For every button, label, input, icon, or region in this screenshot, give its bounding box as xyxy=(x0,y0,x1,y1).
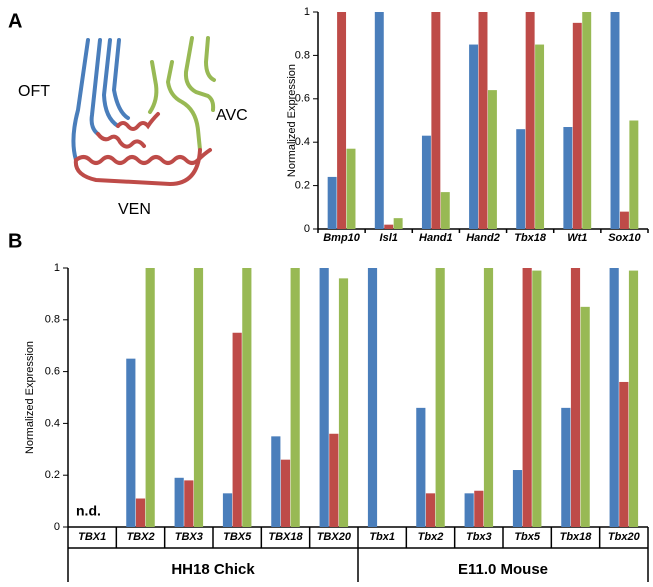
bar xyxy=(464,493,474,527)
panel-label: A xyxy=(8,10,22,32)
x-tick-label: Tbx5 xyxy=(514,531,541,543)
bar xyxy=(532,270,542,527)
bar xyxy=(619,381,629,527)
bar xyxy=(610,12,620,229)
bar xyxy=(337,12,347,229)
diagram-label: AVC xyxy=(216,107,248,124)
annotation: n.d. xyxy=(76,503,101,519)
x-tick-label: Tbx18 xyxy=(514,232,547,244)
y-tick-label: 0.8 xyxy=(295,49,310,61)
x-tick-label: Isl1 xyxy=(380,232,398,244)
bar xyxy=(425,493,436,527)
bar xyxy=(572,22,582,229)
x-tick-label: Wt1 xyxy=(567,232,587,244)
y-tick-label: 0.8 xyxy=(45,314,60,326)
x-tick-label: Hand2 xyxy=(466,232,500,244)
y-tick-label: 0 xyxy=(54,521,60,533)
bar xyxy=(222,493,233,527)
bar xyxy=(609,268,619,527)
group-label: E11.0 Mouse xyxy=(458,561,548,578)
x-tick-label: TBX5 xyxy=(223,531,252,543)
y-axis-label: Normalized Expression xyxy=(24,341,36,454)
bar xyxy=(619,211,629,229)
bar xyxy=(174,477,184,527)
x-tick-label: Tbx20 xyxy=(608,531,641,543)
x-tick-label: TBX1 xyxy=(78,531,106,543)
bar xyxy=(440,192,450,229)
bar xyxy=(469,44,479,229)
bar xyxy=(487,90,497,230)
bar xyxy=(435,268,445,527)
y-tick-label: 0.2 xyxy=(45,469,60,481)
x-tick-label: TBX3 xyxy=(175,531,203,543)
bar xyxy=(431,12,441,229)
x-tick-label: TBX18 xyxy=(268,531,303,543)
x-tick-label: Tbx1 xyxy=(369,531,395,543)
bar xyxy=(582,12,592,229)
bar xyxy=(570,268,581,527)
bar xyxy=(338,278,349,527)
bar xyxy=(374,12,384,229)
bar xyxy=(242,268,252,527)
bar xyxy=(525,12,535,229)
x-tick-label: Bmp10 xyxy=(323,232,361,244)
bar xyxy=(474,490,484,527)
y-tick-label: 0.4 xyxy=(295,136,310,148)
bar xyxy=(135,498,146,527)
bar xyxy=(319,268,329,527)
x-tick-label: Sox10 xyxy=(608,232,641,244)
bar xyxy=(329,433,339,527)
bar xyxy=(483,268,494,527)
bar xyxy=(628,270,639,527)
panel-label: B xyxy=(8,230,22,252)
bar xyxy=(367,268,378,527)
y-tick-label: 1 xyxy=(54,262,60,274)
bar xyxy=(384,224,394,229)
bar xyxy=(522,268,532,527)
y-tick-label: 0.6 xyxy=(295,93,310,105)
bar xyxy=(145,268,155,527)
bar xyxy=(629,120,639,229)
diagram-label: OFT xyxy=(18,83,50,100)
x-tick-label: Hand1 xyxy=(419,232,453,244)
bar xyxy=(580,306,590,527)
y-tick-label: 0 xyxy=(304,223,310,235)
x-tick-label: Tbx2 xyxy=(418,531,444,543)
bar xyxy=(516,129,526,229)
y-axis-label: Normalized Expression xyxy=(286,64,298,177)
x-tick-label: TBX2 xyxy=(126,531,154,543)
heart-diagram xyxy=(71,36,216,187)
bar xyxy=(280,459,291,527)
x-tick-label: Tbx18 xyxy=(560,531,593,543)
x-tick-label: Tbx3 xyxy=(466,531,492,543)
bar xyxy=(290,268,300,527)
bar xyxy=(232,332,242,527)
bar xyxy=(563,127,573,229)
bar xyxy=(561,407,571,527)
y-tick-label: 0.4 xyxy=(45,417,60,429)
diagram-label: VEN xyxy=(118,201,151,218)
bar xyxy=(512,470,523,527)
bar xyxy=(346,148,356,229)
bar xyxy=(535,44,545,229)
bar xyxy=(126,358,136,527)
bar xyxy=(271,436,281,527)
bar xyxy=(327,176,337,229)
bar xyxy=(193,268,204,527)
bar xyxy=(478,12,488,229)
bar xyxy=(393,218,403,229)
x-tick-label: TBX20 xyxy=(317,531,352,543)
y-tick-label: 1 xyxy=(304,6,310,18)
y-tick-label: 0.6 xyxy=(45,366,60,378)
bar xyxy=(421,135,431,229)
bar xyxy=(416,407,426,527)
bar xyxy=(184,480,194,527)
y-tick-label: 0.2 xyxy=(295,180,310,192)
group-label: HH18 Chick xyxy=(171,561,255,578)
